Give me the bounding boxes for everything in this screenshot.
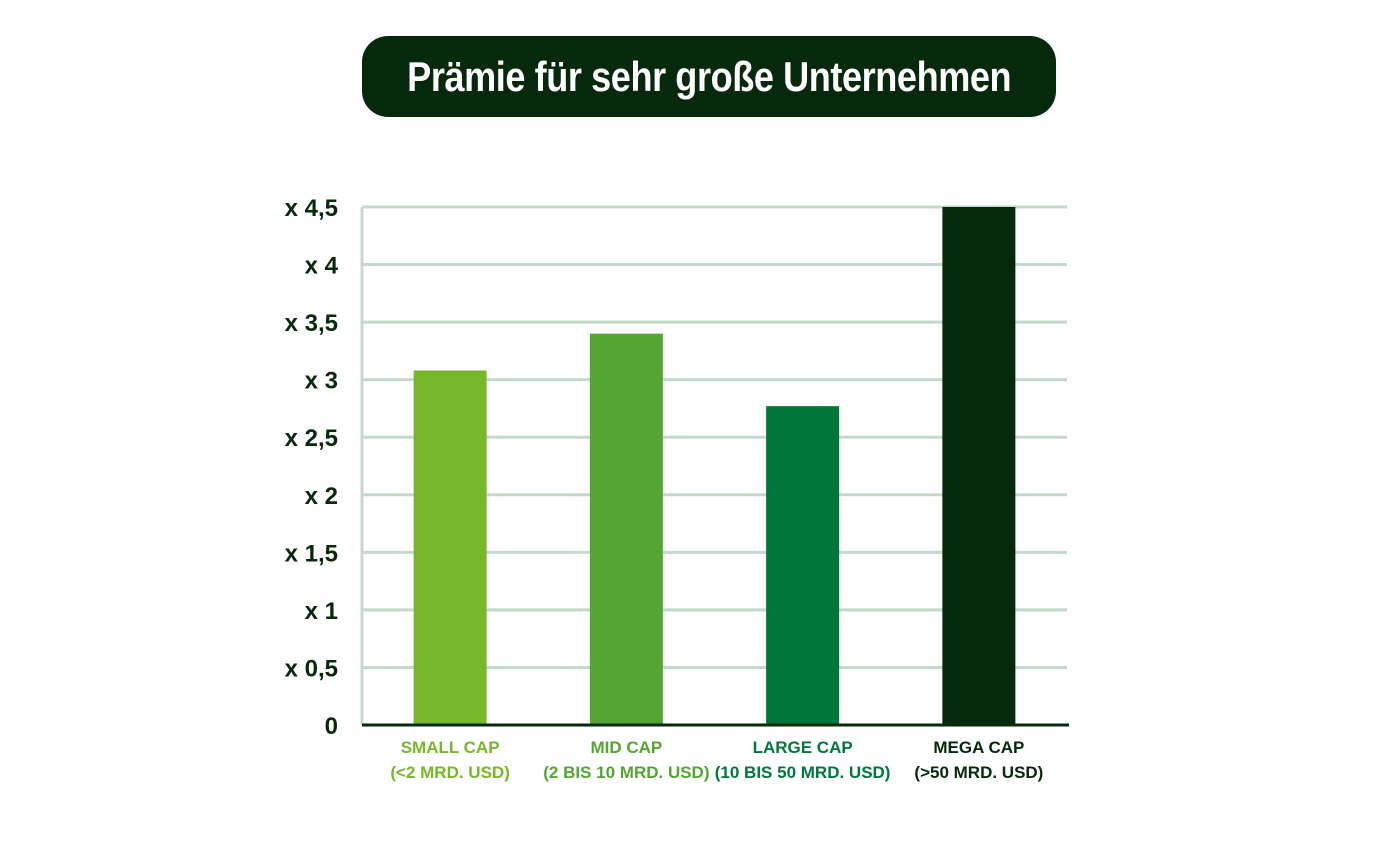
x-category-sublabel: (<2 MRD. USD) <box>390 763 509 782</box>
x-category-sublabel: (2 BIS 10 MRD. USD) <box>543 763 709 782</box>
y-tick-label: x 2 <box>305 483 338 510</box>
y-tick-label: x 2,5 <box>285 425 338 452</box>
bar <box>589 333 663 725</box>
x-category-sublabel: (>50 MRD. USD) <box>914 763 1043 782</box>
bar <box>413 370 487 725</box>
bar <box>766 406 840 725</box>
x-category-label: SMALL CAP <box>401 738 500 757</box>
y-tick-label: 0 <box>325 713 338 740</box>
y-tick-label: x 1 <box>305 598 338 625</box>
y-tick-label: x 3 <box>305 368 338 395</box>
bar <box>942 207 1016 725</box>
chart-title-pill: Prämie für sehr große Unternehmen <box>362 36 1056 117</box>
y-tick-label: x 0,5 <box>285 655 338 682</box>
y-tick-label: x 4,5 <box>285 195 338 222</box>
x-category-sublabel: (10 BIS 50 MRD. USD) <box>715 763 891 782</box>
chart-title: Prämie für sehr große Unternehmen <box>406 52 1012 100</box>
y-tick-label: x 1,5 <box>285 540 338 567</box>
x-category-label: LARGE CAP <box>753 738 853 757</box>
y-tick-label: x 3,5 <box>285 310 338 337</box>
y-tick-label: x 4 <box>305 253 339 280</box>
x-category-label: MEGA CAP <box>933 738 1024 757</box>
x-category-label: MID CAP <box>590 738 662 757</box>
